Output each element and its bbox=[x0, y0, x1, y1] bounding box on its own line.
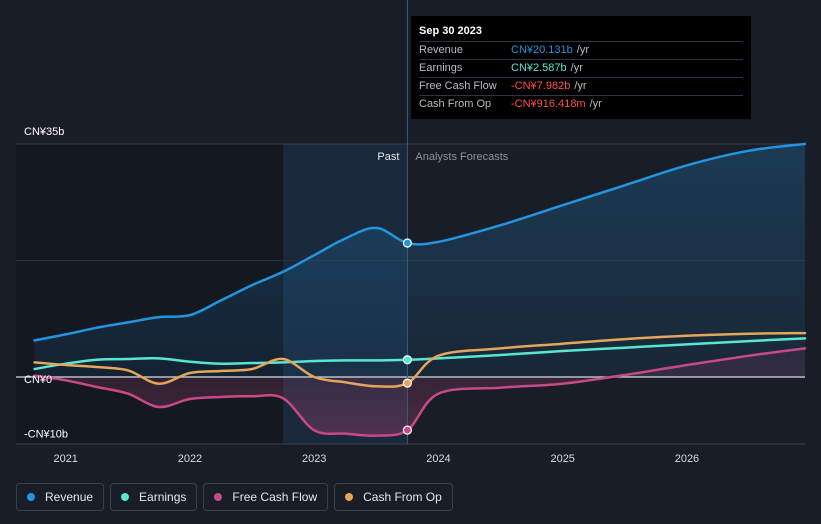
tooltip-value: -CN¥916.418m bbox=[511, 98, 586, 110]
tooltip-row-earnings: Earnings CN¥2.587b /yr bbox=[419, 59, 743, 77]
legend-dot-icon bbox=[345, 493, 354, 501]
earnings-marker bbox=[402, 355, 412, 365]
tooltip-unit: /yr bbox=[576, 44, 590, 56]
earnings-line bbox=[33, 337, 807, 371]
y-tick-label: CN¥35b bbox=[24, 126, 64, 138]
x-tick-label: 2026 bbox=[675, 453, 699, 465]
legend-dot-icon bbox=[27, 493, 35, 501]
legend-item-free-cash-flow[interactable]: Free Cash Flow bbox=[203, 483, 329, 511]
tooltip-unit: /yr bbox=[589, 98, 602, 110]
cash-from-op-line bbox=[33, 331, 807, 388]
free-cash-flow-line bbox=[33, 347, 807, 437]
x-tick-label: 2023 bbox=[302, 453, 326, 465]
forecast-label: Analysts Forecasts bbox=[415, 151, 508, 163]
x-tick-label: 2024 bbox=[426, 453, 450, 465]
tooltip-value: -CN¥7.982b bbox=[511, 80, 571, 92]
revenue-area bbox=[34, 144, 806, 377]
free-cash-flow-area bbox=[34, 348, 806, 436]
legend-label: Revenue bbox=[45, 490, 94, 504]
tooltip-panel: Sep 30 2023 Revenue CN¥20.131b /yr Earni… bbox=[411, 16, 751, 119]
tooltip-label: Revenue bbox=[419, 44, 464, 56]
revenue-line bbox=[33, 142, 807, 342]
y-tick-label: -CN¥10b bbox=[24, 429, 68, 441]
legend-dot-icon bbox=[214, 493, 223, 501]
tooltip-row-revenue: Revenue CN¥20.131b /yr bbox=[419, 41, 743, 59]
tooltip-label: Earnings bbox=[419, 62, 463, 74]
tooltip-label: Free Cash Flow bbox=[419, 80, 497, 92]
tooltip-label: Cash From Op bbox=[419, 98, 492, 110]
legend-dot-icon bbox=[121, 493, 130, 501]
y-tick-label: CN¥0 bbox=[24, 374, 52, 386]
revenue-marker bbox=[402, 238, 412, 248]
tooltip-date: Sep 30 2023 bbox=[419, 25, 482, 37]
legend-item-cash-from-op[interactable]: Cash From Op bbox=[334, 483, 453, 511]
past-label: Past bbox=[377, 151, 399, 163]
cash-from-op-marker bbox=[402, 378, 412, 388]
tooltip-value: CN¥2.587b bbox=[511, 62, 567, 74]
legend-item-revenue[interactable]: Revenue bbox=[16, 483, 105, 511]
chart-legend: Revenue Earnings Free Cash Flow Cash Fro… bbox=[16, 483, 453, 511]
x-tick-label: 2022 bbox=[178, 453, 202, 465]
tooltip-unit: /yr bbox=[570, 62, 583, 74]
tooltip-unit: /yr bbox=[574, 80, 587, 92]
tooltip-row-cash-from-op: Cash From Op -CN¥916.418m /yr bbox=[419, 95, 743, 113]
tooltip-value: CN¥20.131b bbox=[511, 44, 573, 56]
x-tick-label: 2025 bbox=[550, 453, 574, 465]
legend-label: Earnings bbox=[139, 490, 187, 504]
x-tick-label: 2021 bbox=[53, 453, 77, 465]
tooltip-row-free-cash-flow: Free Cash Flow -CN¥7.982b /yr bbox=[419, 77, 743, 95]
legend-label: Cash From Op bbox=[363, 490, 442, 504]
free-cash-flow-marker bbox=[402, 425, 412, 435]
legend-item-earnings[interactable]: Earnings bbox=[110, 483, 198, 511]
legend-label: Free Cash Flow bbox=[232, 490, 318, 504]
